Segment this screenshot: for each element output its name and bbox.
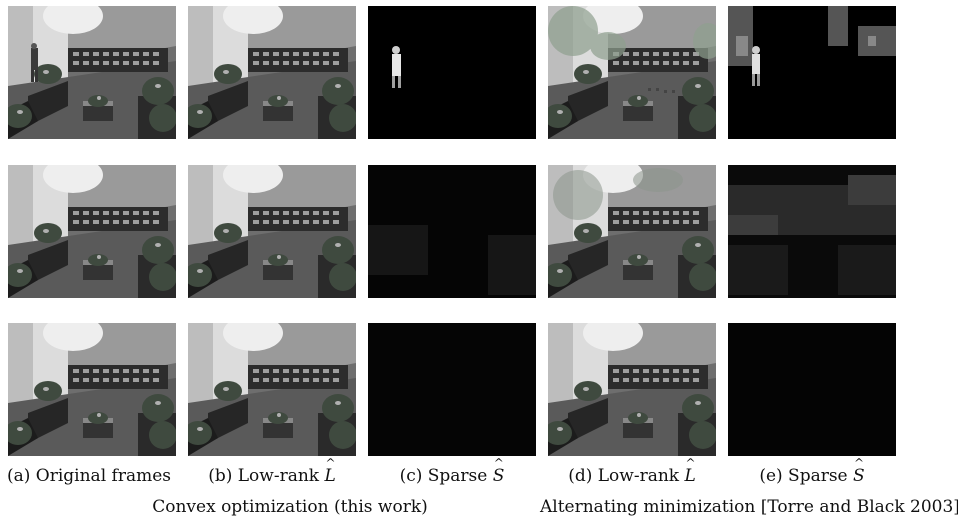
caption-original-frames: (a) Original frames xyxy=(6,466,171,486)
caption-sparse-convex: (c) Sparse S xyxy=(363,456,541,486)
lowrank-alternating-frame-3 xyxy=(548,323,716,456)
sparse-convex-frame-3 xyxy=(368,323,536,456)
sparse-convex-frame-2 xyxy=(368,165,536,298)
sparse-alternating-frame-2 xyxy=(728,165,896,298)
sparse-alternating-frame-1 xyxy=(728,6,896,139)
lowrank-convex-frame-1 xyxy=(188,6,356,139)
group-label-convex: Convex optimization (this work) xyxy=(152,497,428,517)
original-frame-3 xyxy=(8,323,176,456)
caption-lowrank-convex: (b) Low-rank L xyxy=(183,456,361,486)
sparse-alternating-frame-3 xyxy=(728,323,896,456)
lowrank-convex-frame-3 xyxy=(188,323,356,456)
lowrank-convex-frame-2 xyxy=(188,165,356,298)
original-frame-2 xyxy=(8,165,176,298)
group-label-alternating: Alternating minimization [Torre and Blac… xyxy=(540,497,958,517)
caption-sparse-alternating: (e) Sparse S xyxy=(723,456,901,486)
lowrank-alternating-frame-1 xyxy=(548,6,716,139)
sparse-convex-frame-1 xyxy=(368,6,536,139)
original-frame-1 xyxy=(8,6,176,139)
caption-lowrank-alternating: (d) Low-rank L xyxy=(543,456,721,486)
lowrank-alternating-frame-2 xyxy=(548,165,716,298)
